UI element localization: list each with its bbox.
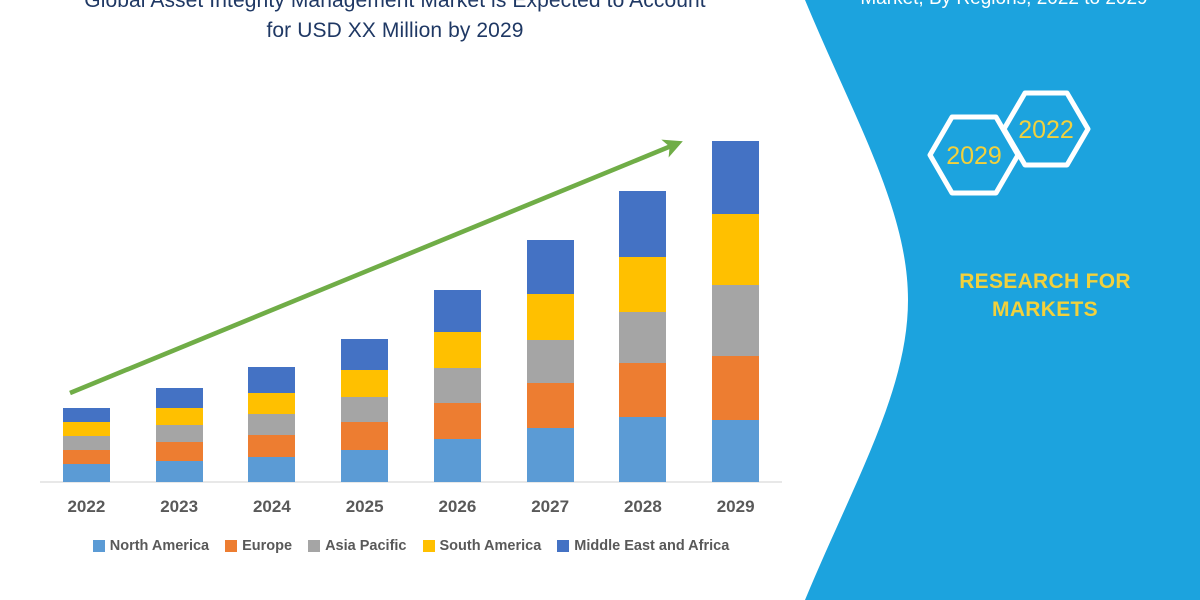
bar-column-2024[interactable] — [227, 110, 317, 482]
bar-stack[interactable] — [712, 141, 760, 482]
bar-segment[interactable] — [62, 464, 110, 482]
legend-label: Asia Pacific — [325, 538, 407, 554]
bar-segment[interactable] — [619, 362, 667, 418]
bar-segment[interactable] — [248, 392, 296, 415]
bar-segment[interactable] — [619, 256, 667, 312]
bar-segment[interactable] — [712, 141, 760, 214]
legend-label: South America — [439, 538, 542, 554]
brand-panel-background — [805, 0, 1200, 600]
bar-segment[interactable] — [248, 435, 296, 457]
bar-segment[interactable] — [526, 383, 574, 429]
hexagon-badges: 2029 2022 — [927, 90, 1091, 196]
legend-label: Europe — [242, 538, 293, 554]
bar-segment[interactable] — [712, 355, 760, 421]
x-axis-label-2027: 2027 — [531, 497, 570, 516]
legend-swatch-icon — [92, 540, 105, 552]
bar-stack[interactable] — [526, 240, 574, 482]
bar-segment[interactable] — [526, 340, 574, 384]
x-axis-label-2022: 2022 — [67, 497, 106, 516]
bar-column-2022[interactable] — [41, 110, 131, 482]
bar-segment[interactable] — [62, 407, 110, 423]
brand-panel: Market, By Regions, 2022 to 2029 2029 20… — [760, 0, 1200, 600]
x-axis-label-2026: 2026 — [438, 497, 477, 516]
bar-column-2026[interactable] — [412, 110, 502, 482]
bar-stack[interactable] — [155, 388, 203, 482]
bar-stack[interactable] — [341, 339, 389, 482]
bar-column-2027[interactable] — [505, 110, 595, 482]
chart-baseline — [40, 481, 782, 483]
bar-stack[interactable] — [433, 290, 481, 482]
brand-subtitle: Market, By Regions, 2022 to 2029 — [818, 0, 1190, 13]
bar-segment[interactable] — [62, 436, 110, 450]
bar-stack[interactable] — [62, 407, 110, 482]
bar-segment[interactable] — [712, 213, 760, 286]
bar-segment[interactable] — [526, 294, 574, 341]
chart-legend: North America Europe Asia Pacific South Ame… — [40, 538, 782, 554]
x-axis-label-2024: 2024 — [252, 497, 291, 516]
page-title: Global Asset Integrity Management Market… — [84, 0, 706, 42]
x-axis-label-2028: 2028 — [623, 497, 662, 516]
legend-label: North America — [109, 538, 210, 554]
legend-swatch-icon — [557, 540, 570, 552]
bar-segment[interactable] — [155, 425, 203, 442]
legend-swatch-icon — [308, 540, 321, 552]
bar-segment[interactable] — [341, 396, 389, 423]
bar-segment[interactable] — [526, 428, 574, 482]
bar-column-2025[interactable] — [320, 110, 410, 482]
bar-segment[interactable] — [433, 368, 481, 403]
x-axis-label-2029: 2029 — [716, 497, 755, 516]
bar-segment[interactable] — [619, 417, 667, 482]
bar-segment[interactable] — [433, 290, 481, 333]
legend-label: Middle East and Africa — [574, 538, 730, 554]
x-axis-label-2025: 2025 — [345, 497, 384, 516]
bar-chart-plot — [40, 110, 782, 482]
bar-segment[interactable] — [341, 339, 389, 371]
bar-segment[interactable] — [619, 191, 667, 257]
legend-swatch-icon — [225, 540, 238, 552]
bar-stack[interactable] — [619, 191, 667, 482]
brand-tagline: RESEARCH FOR MARKETS — [959, 270, 1131, 321]
bar-segment[interactable] — [433, 332, 481, 369]
bar-segment[interactable] — [155, 441, 203, 461]
bar-segment[interactable] — [619, 311, 667, 363]
bar-segment[interactable] — [341, 422, 389, 450]
x-axis-label-2023: 2023 — [160, 497, 199, 516]
hexagon-label-2029: 2029 — [946, 142, 1002, 170]
bar-stack[interactable] — [248, 366, 296, 482]
legend-item[interactable]: South America — [422, 538, 542, 554]
bar-column-2029[interactable] — [691, 110, 781, 482]
bar-segment[interactable] — [433, 438, 481, 482]
legend-item[interactable]: Europe — [225, 538, 292, 554]
bar-segment[interactable] — [248, 366, 296, 393]
bar-segment[interactable] — [712, 285, 760, 356]
bar-segment[interactable] — [433, 402, 481, 439]
chart-panel: Global Asset Integrity Management Market… — [40, 0, 782, 554]
legend-swatch-icon — [422, 540, 435, 552]
legend-item[interactable]: Asia Pacific — [308, 538, 407, 554]
bar-segment[interactable] — [248, 456, 296, 482]
hexagon-outline-2022 — [1001, 90, 1091, 168]
bar-column-2023[interactable] — [134, 110, 224, 482]
x-axis-tick-labels: 2022 2023 2024 2025 2026 2027 2028 2029 — [40, 492, 782, 522]
legend-item[interactable]: North America — [92, 538, 210, 554]
bar-segment[interactable] — [526, 240, 574, 295]
legend-item[interactable]: Middle East and Africa — [557, 538, 729, 554]
bar-segment[interactable] — [155, 460, 203, 482]
bar-segment[interactable] — [62, 449, 110, 465]
bar-segment[interactable] — [248, 414, 296, 435]
hexagon-label-2022: 2022 — [1018, 116, 1074, 144]
bar-segment[interactable] — [155, 388, 203, 408]
bar-segment[interactable] — [155, 407, 203, 426]
bar-column-2028[interactable] — [598, 110, 688, 482]
bar-segment[interactable] — [62, 422, 110, 437]
bar-segment[interactable] — [341, 449, 389, 482]
bar-segment[interactable] — [712, 420, 760, 482]
bar-segment[interactable] — [341, 370, 389, 397]
